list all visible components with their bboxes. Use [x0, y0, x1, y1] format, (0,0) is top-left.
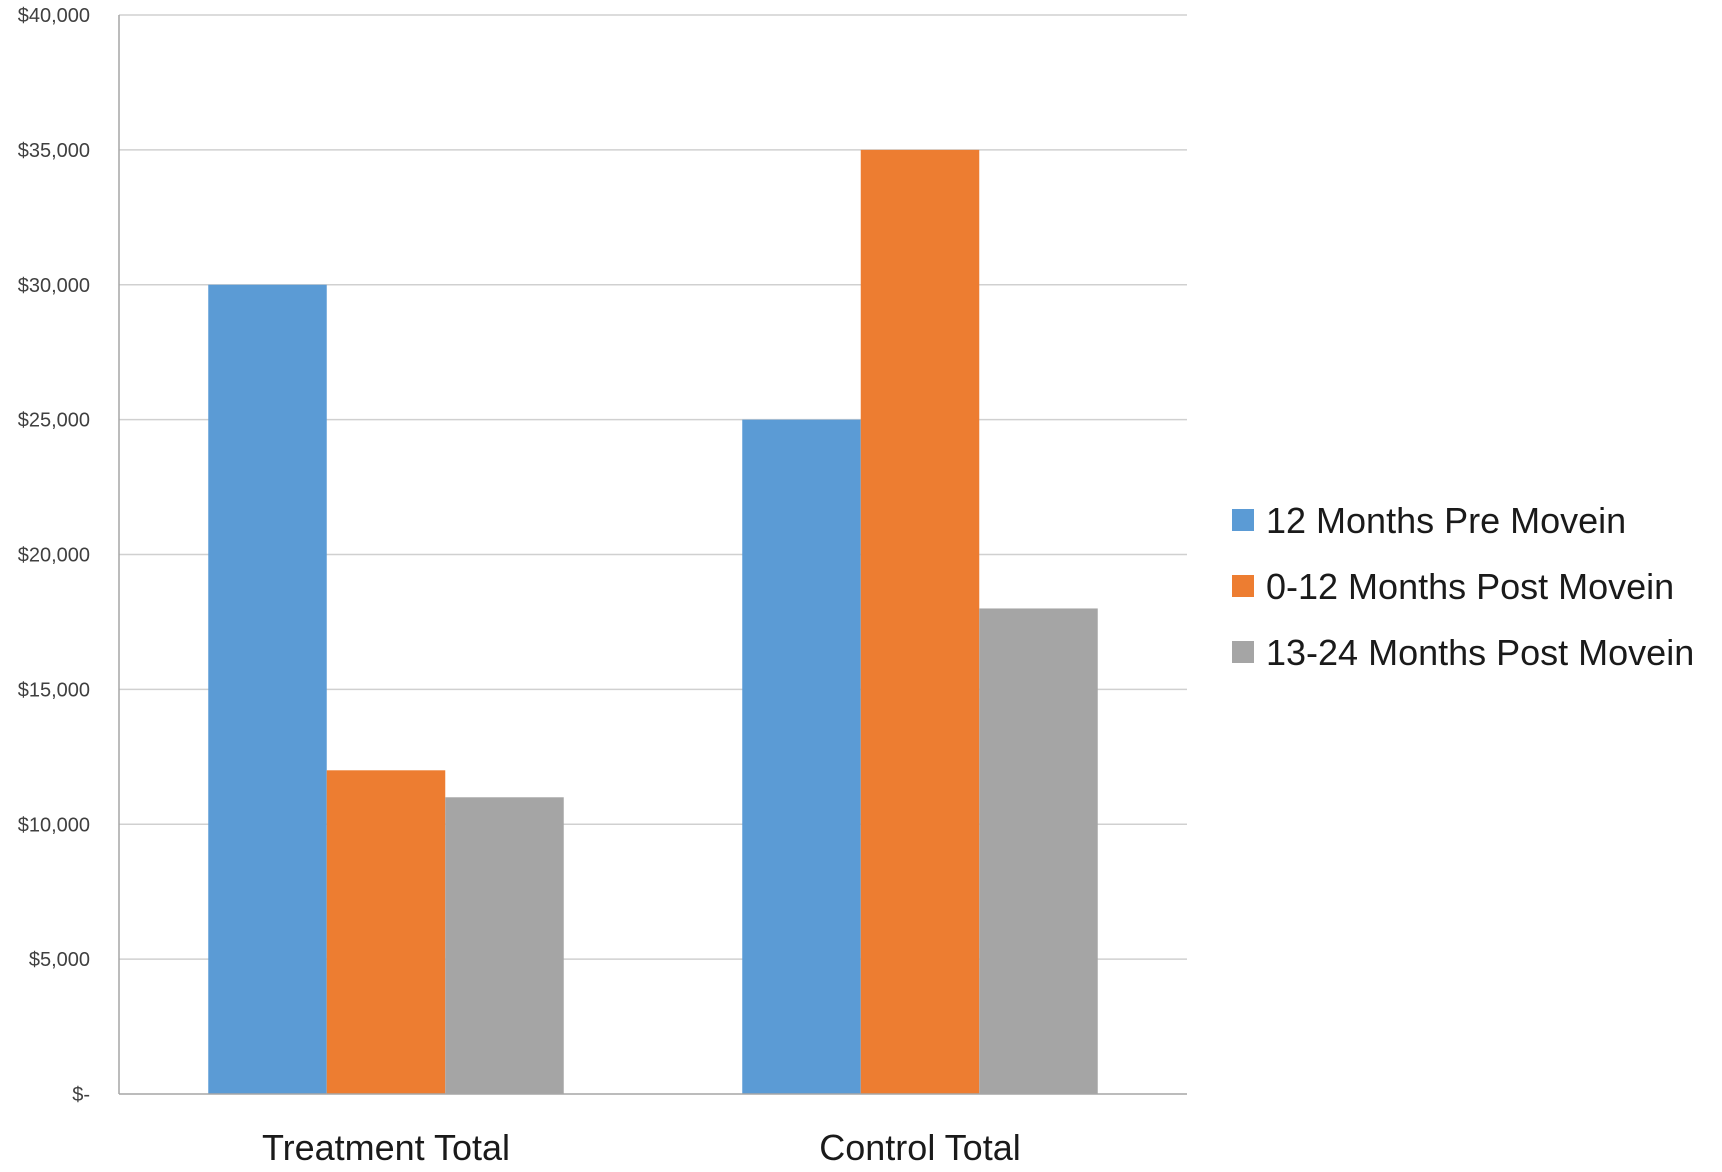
y-tick-label: $10,000 — [18, 814, 90, 836]
bar-control-series-2 — [860, 149, 980, 1094]
x-axis: Treatment Total Control Total — [119, 1093, 1187, 1168]
x-tick-label: Treatment Total — [262, 1127, 510, 1168]
y-tick-label: $25,000 — [18, 410, 90, 432]
legend-label: 13-24 Months Post Movein — [1266, 632, 1694, 673]
bar-treatment-series-3 — [445, 797, 564, 1094]
bar-control-series-3 — [979, 608, 1098, 1094]
bars — [208, 149, 1098, 1094]
y-tick-label: $40,000 — [18, 5, 90, 27]
y-tick-label: $20,000 — [18, 545, 90, 567]
y-tick-label: $5,000 — [29, 949, 90, 971]
y-tick-label: $35,000 — [18, 140, 90, 162]
legend: 12 Months Pre Movein 0-12 Months Post Mov… — [1232, 500, 1694, 673]
legend-swatch — [1232, 509, 1254, 531]
y-tick-label: $- — [72, 1084, 90, 1106]
legend-label: 12 Months Pre Movein — [1266, 500, 1626, 541]
bar-treatment-series-2 — [326, 770, 446, 1094]
x-tick-label: Control Total — [819, 1127, 1020, 1168]
legend-swatch — [1232, 641, 1254, 663]
y-tick-label: $15,000 — [18, 679, 90, 701]
bar-control-series-1 — [742, 419, 861, 1094]
y-tick-label: $30,000 — [18, 275, 90, 297]
legend-swatch — [1232, 575, 1254, 597]
bar-treatment-series-1 — [208, 284, 327, 1094]
legend-label: 0-12 Months Post Movein — [1266, 566, 1674, 607]
y-axis: $- $5,000 $10,000 $15,000 $20,000 $25,000 $30,… — [18, 5, 120, 1106]
